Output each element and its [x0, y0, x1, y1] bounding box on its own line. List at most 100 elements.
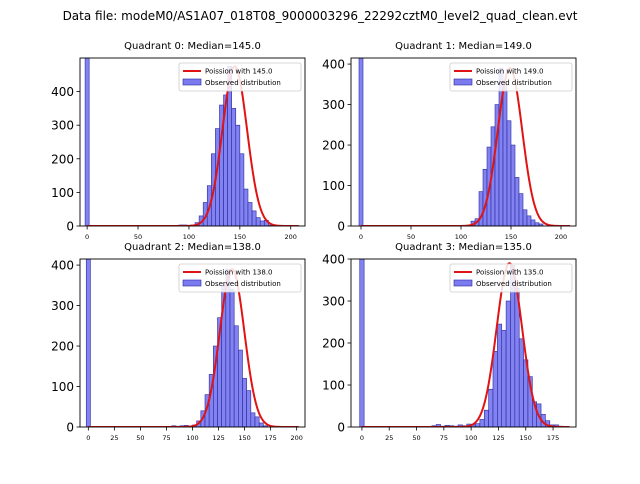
quadrant-0-bar [252, 211, 256, 226]
quadrant-1-xtick-label: 50 [407, 233, 415, 241]
quadrant-0-legend-bar-swatch [183, 79, 201, 85]
quadrant-1-legend-label-poisson: Poission with 149.0 [476, 68, 544, 76]
quadrant-2-ytick-label: 300 [51, 299, 74, 313]
quadrant-0-spike-bar [85, 58, 89, 226]
quadrant-2-legend-label-poisson: Poission with 138.0 [205, 269, 273, 277]
quadrant-3-bar [506, 301, 510, 427]
quadrant-2-ytick-label: 400 [51, 259, 74, 273]
quadrant-0-xtick-label: 50 [134, 233, 142, 241]
quadrant-3-ytick-label: 400 [322, 253, 345, 267]
quadrant-0-bar [232, 108, 236, 226]
quadrant-2-xtick-label: 0 [86, 434, 90, 442]
quadrant-2-legend: Poission with 138.0 Observed distribution [179, 264, 301, 292]
quadrant-3-xtick-label: 50 [412, 434, 420, 442]
quadrant-1-bar [511, 145, 515, 226]
quadrant-1-bar [535, 223, 539, 226]
quadrant-0-bar [236, 125, 240, 226]
quadrant-2-bar [259, 423, 263, 427]
quadrant-2-ytick-label: 0 [66, 421, 74, 435]
quadrant-3-bar [515, 288, 519, 427]
quadrant-2-ytick-label: 100 [51, 380, 74, 394]
quadrant-3-bar [519, 339, 523, 427]
quadrant-2-xtick-label: 50 [136, 434, 144, 442]
quadrant-1-bar [503, 84, 507, 226]
quadrant-0-ytick-label: 200 [51, 152, 74, 166]
quadrant-2-legend-bar-swatch [183, 280, 201, 286]
quadrant-2-title: Quadrant 2: Median=138.0 [124, 242, 261, 253]
quadrant-2-xtick-label: 125 [212, 434, 224, 442]
quadrant-3-bar [489, 389, 493, 427]
quadrant-1-poisson-line [361, 68, 570, 226]
quadrant-0-legend-label-observed: Observed distribution [205, 79, 281, 87]
quadrant-0-legend: Poission with 145.0 Observed distribution [179, 63, 301, 91]
quadrant-2-xtick-label: 75 [162, 434, 170, 442]
quadrant-3-ytick-label: 0 [337, 421, 345, 435]
quadrant-3-bar [502, 330, 506, 427]
quadrant-2-ytick-label: 200 [51, 340, 74, 354]
quadrant-0-xtick-label: 0 [85, 233, 89, 241]
quadrant-1-ytick-label: 200 [322, 139, 345, 153]
quadrant-2-xtick-label: 150 [238, 434, 250, 442]
quadrant-1-panel: Quadrant 1: Median=149.0 0 50 100 150 200 0 100… [322, 41, 576, 241]
quadrant-0-bar [260, 221, 264, 226]
quadrant-1-title: Quadrant 1: Median=149.0 [395, 41, 532, 52]
quadrant-2-bar [243, 378, 247, 427]
quadrant-3-legend: Poission with 135.0 Observed distribution [450, 264, 572, 292]
quadrant-0-xtick-label: 150 [234, 233, 246, 241]
quadrant-1-xtick-label: 100 [455, 233, 467, 241]
quadrant-2-bar [255, 417, 259, 427]
quadrant-3-bar [484, 410, 488, 427]
quadrant-0-ytick-label: 400 [51, 85, 74, 99]
quadrant-1-legend-bar-swatch [454, 79, 472, 85]
quadrant-3-xtick-label: 125 [492, 434, 504, 442]
quadrant-3-xtick-label: 175 [547, 434, 559, 442]
quadrant-0-bar [244, 189, 248, 226]
quadrant-1-bar [515, 177, 519, 226]
quadrant-0-ytick-label: 0 [66, 220, 74, 234]
quadrant-3-spike-bar [360, 259, 364, 427]
quadrant-1-ytick-label: 0 [337, 220, 345, 234]
quadrant-3-xtick-label: 100 [465, 434, 477, 442]
quadrant-2-bar [234, 326, 238, 427]
quadrant-3-xtick-label: 150 [520, 434, 532, 442]
quadrant-2-xtick-label: 100 [186, 434, 198, 442]
quadrant-3-ytick-label: 100 [322, 379, 345, 393]
quadrant-1-spike-bar [359, 58, 363, 226]
quadrant-0-xtick-label: 200 [285, 233, 297, 241]
quadrant-2-spike-bar [86, 259, 90, 427]
figure-suptitle: Data file: modeM0/AS1A07_018T08_90000032… [63, 9, 578, 23]
quadrant-1-ytick-label: 300 [322, 98, 345, 112]
quadrant-3-bar [497, 324, 501, 427]
quadrant-2-xtick-label: 175 [264, 434, 276, 442]
quadrant-1-ytick-label: 100 [322, 179, 345, 193]
quadrant-2-bar [238, 350, 242, 427]
quadrant-2-xtick-label: 200 [290, 434, 302, 442]
quadrant-0-ytick-label: 300 [51, 119, 74, 133]
quadrant-3-legend-label-poisson: Poission with 135.0 [476, 269, 544, 277]
quadrant-2-bar [230, 289, 234, 427]
quadrant-3-xtick-label: 0 [360, 434, 364, 442]
quadrant-2-legend-label-observed: Observed distribution [205, 280, 281, 288]
quadrant-1-xtick-label: 0 [359, 233, 363, 241]
quadrant-3-legend-bar-swatch [454, 280, 472, 286]
quadrant-3-xtick-label: 75 [440, 434, 448, 442]
quadrant-1-bar [523, 210, 527, 226]
quadrant-0-legend-label-poisson: Poission with 145.0 [205, 68, 273, 76]
quadrant-0-bar [256, 218, 260, 226]
quadrant-3-ytick-label: 200 [322, 337, 345, 351]
quadrant-0-ytick-label: 100 [51, 186, 74, 200]
quadrant-2-bar [247, 391, 251, 427]
quadrant-0-xtick-label: 100 [183, 233, 195, 241]
quadrant-1-xtick-label: 150 [505, 233, 517, 241]
quadrant-1-ytick-label: 400 [322, 58, 345, 72]
quadrant-1-bar [507, 121, 511, 226]
quadrant-2-poisson-line [88, 269, 298, 427]
quadrant-1-bar [519, 194, 523, 226]
quadrant-2-bar [251, 413, 255, 427]
quadrant-1-xtick-label: 200 [555, 233, 567, 241]
quadrant-3-legend-label-observed: Observed distribution [476, 280, 552, 288]
